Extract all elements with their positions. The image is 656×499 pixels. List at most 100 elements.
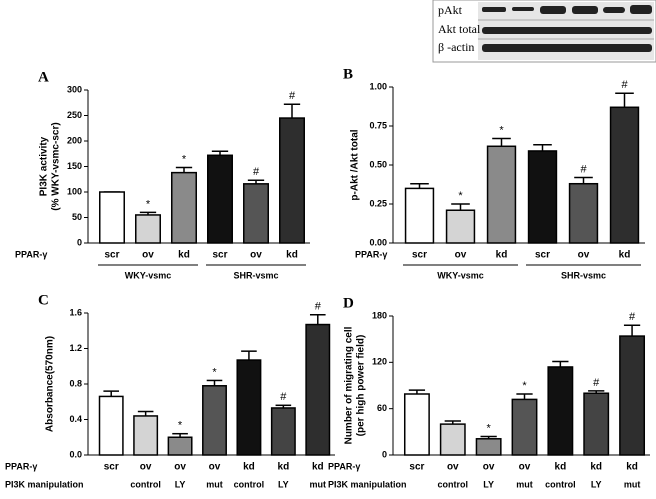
bar [547, 366, 574, 456]
blot-label: Akt total [438, 22, 481, 36]
panel-letter: D [343, 295, 354, 311]
x-tick-label: ov [142, 250, 154, 261]
y-axis-label: (per high power field) [356, 335, 367, 437]
blot-label: β -actin [438, 40, 474, 54]
y-tick-label: 100 [67, 186, 82, 196]
x-sub-label: LY [278, 479, 289, 489]
x-tick-label: kd [619, 250, 631, 261]
significance-mark: # [280, 391, 287, 403]
y-tick-label: 0 [77, 237, 82, 247]
y-axis-label: PI3K activity [39, 136, 50, 196]
significance-mark: # [593, 377, 600, 389]
group-label: SHR-vsmc [233, 270, 278, 280]
y-tick-label: 0.0 [69, 449, 82, 459]
y-tick-label: 0.75 [369, 120, 387, 130]
bar [527, 150, 558, 244]
x-sub-label: mut [310, 479, 327, 489]
bar [511, 398, 538, 456]
bar [279, 117, 305, 244]
y-tick-label: 0.50 [369, 159, 387, 169]
bar [583, 392, 610, 456]
bar [475, 438, 502, 456]
x-sub-label: LY [175, 479, 186, 489]
bar [619, 335, 646, 456]
significance-mark: # [289, 90, 296, 102]
bar [445, 209, 476, 244]
x-sub-label: control [545, 479, 576, 489]
significance-mark: * [499, 124, 504, 136]
significance-mark: * [178, 420, 183, 432]
x-tick-label: ov [140, 462, 152, 473]
y-axis-label: Number of migrating cell [344, 326, 355, 444]
x-tick-label: scr [409, 462, 424, 473]
bar [403, 393, 430, 456]
x-tick-label: kd [286, 250, 298, 261]
y-tick-label: 50 [72, 212, 82, 222]
y-tick-label: 200 [67, 135, 82, 145]
row-label: PI3K manipulation [5, 479, 84, 489]
y-axis-label: (% WKY-vsmc-scr) [51, 122, 62, 210]
x-tick-label: kd [590, 462, 602, 473]
bar [99, 191, 125, 244]
bar [270, 407, 296, 456]
y-tick-label: 0 [382, 449, 387, 459]
x-tick-label: ov [455, 250, 467, 261]
x-tick-label: ov [209, 462, 221, 473]
blot-label: pAkt [438, 3, 463, 17]
significance-mark: # [253, 166, 260, 178]
bar [568, 182, 599, 244]
significance-mark: * [182, 153, 187, 165]
x-tick-label: scr [212, 250, 227, 261]
bar [202, 385, 227, 456]
y-tick-label: 180 [372, 310, 387, 320]
x-tick-label: kd [496, 250, 508, 261]
significance-mark: * [146, 198, 151, 210]
x-sub-label: LY [591, 479, 602, 489]
x-tick-label: ov [578, 250, 590, 261]
x-sub-label: control [234, 479, 265, 489]
bar [609, 106, 640, 244]
bar [171, 171, 197, 244]
x-tick-label: kd [178, 250, 190, 261]
bar [486, 145, 517, 244]
x-tick-label: kd [555, 462, 567, 473]
y-axis-label: Absorbance(570nm) [45, 336, 56, 432]
x-tick-label: scr [104, 462, 119, 473]
x-tick-label: scr [535, 250, 550, 261]
x-sub-label: LY [483, 479, 494, 489]
bar [133, 415, 159, 456]
panel-letter: C [38, 292, 49, 308]
row-label: PI3K manipulation [328, 479, 407, 489]
x-tick-label: scr [412, 250, 427, 261]
significance-mark: * [522, 380, 527, 392]
bar [439, 423, 466, 456]
x-tick-label: ov [447, 462, 459, 473]
group-label: SHR-vsmc [561, 270, 606, 280]
significance-mark: # [315, 301, 322, 313]
significance-mark: # [621, 79, 628, 91]
x-tick-label: kd [243, 462, 255, 473]
bar [236, 359, 262, 456]
row-label: PPAR-γ [328, 461, 360, 471]
bar [207, 154, 233, 244]
y-tick-label: 1.2 [69, 343, 82, 353]
x-tick-label: ov [483, 462, 495, 473]
significance-mark: # [580, 163, 587, 175]
significance-mark: * [487, 422, 492, 434]
y-axis-label: p-Akt /Akt total [350, 129, 361, 200]
y-tick-label: 0.8 [69, 378, 82, 388]
group-label: WKY-vsmc [437, 270, 484, 280]
significance-mark: # [629, 311, 636, 323]
x-sub-label: mut [624, 479, 641, 489]
x-sub-label: mut [516, 479, 533, 489]
y-tick-label: 0.25 [369, 198, 387, 208]
x-sub-label: control [130, 479, 161, 489]
x-sub-label: mut [206, 479, 223, 489]
row-label: PPAR-γ [355, 249, 387, 259]
y-tick-label: 1.6 [69, 307, 82, 317]
significance-mark: * [212, 366, 217, 378]
y-tick-label: 250 [67, 110, 82, 120]
y-tick-label: 60 [377, 403, 387, 413]
row-label: PPAR-γ [5, 461, 37, 471]
